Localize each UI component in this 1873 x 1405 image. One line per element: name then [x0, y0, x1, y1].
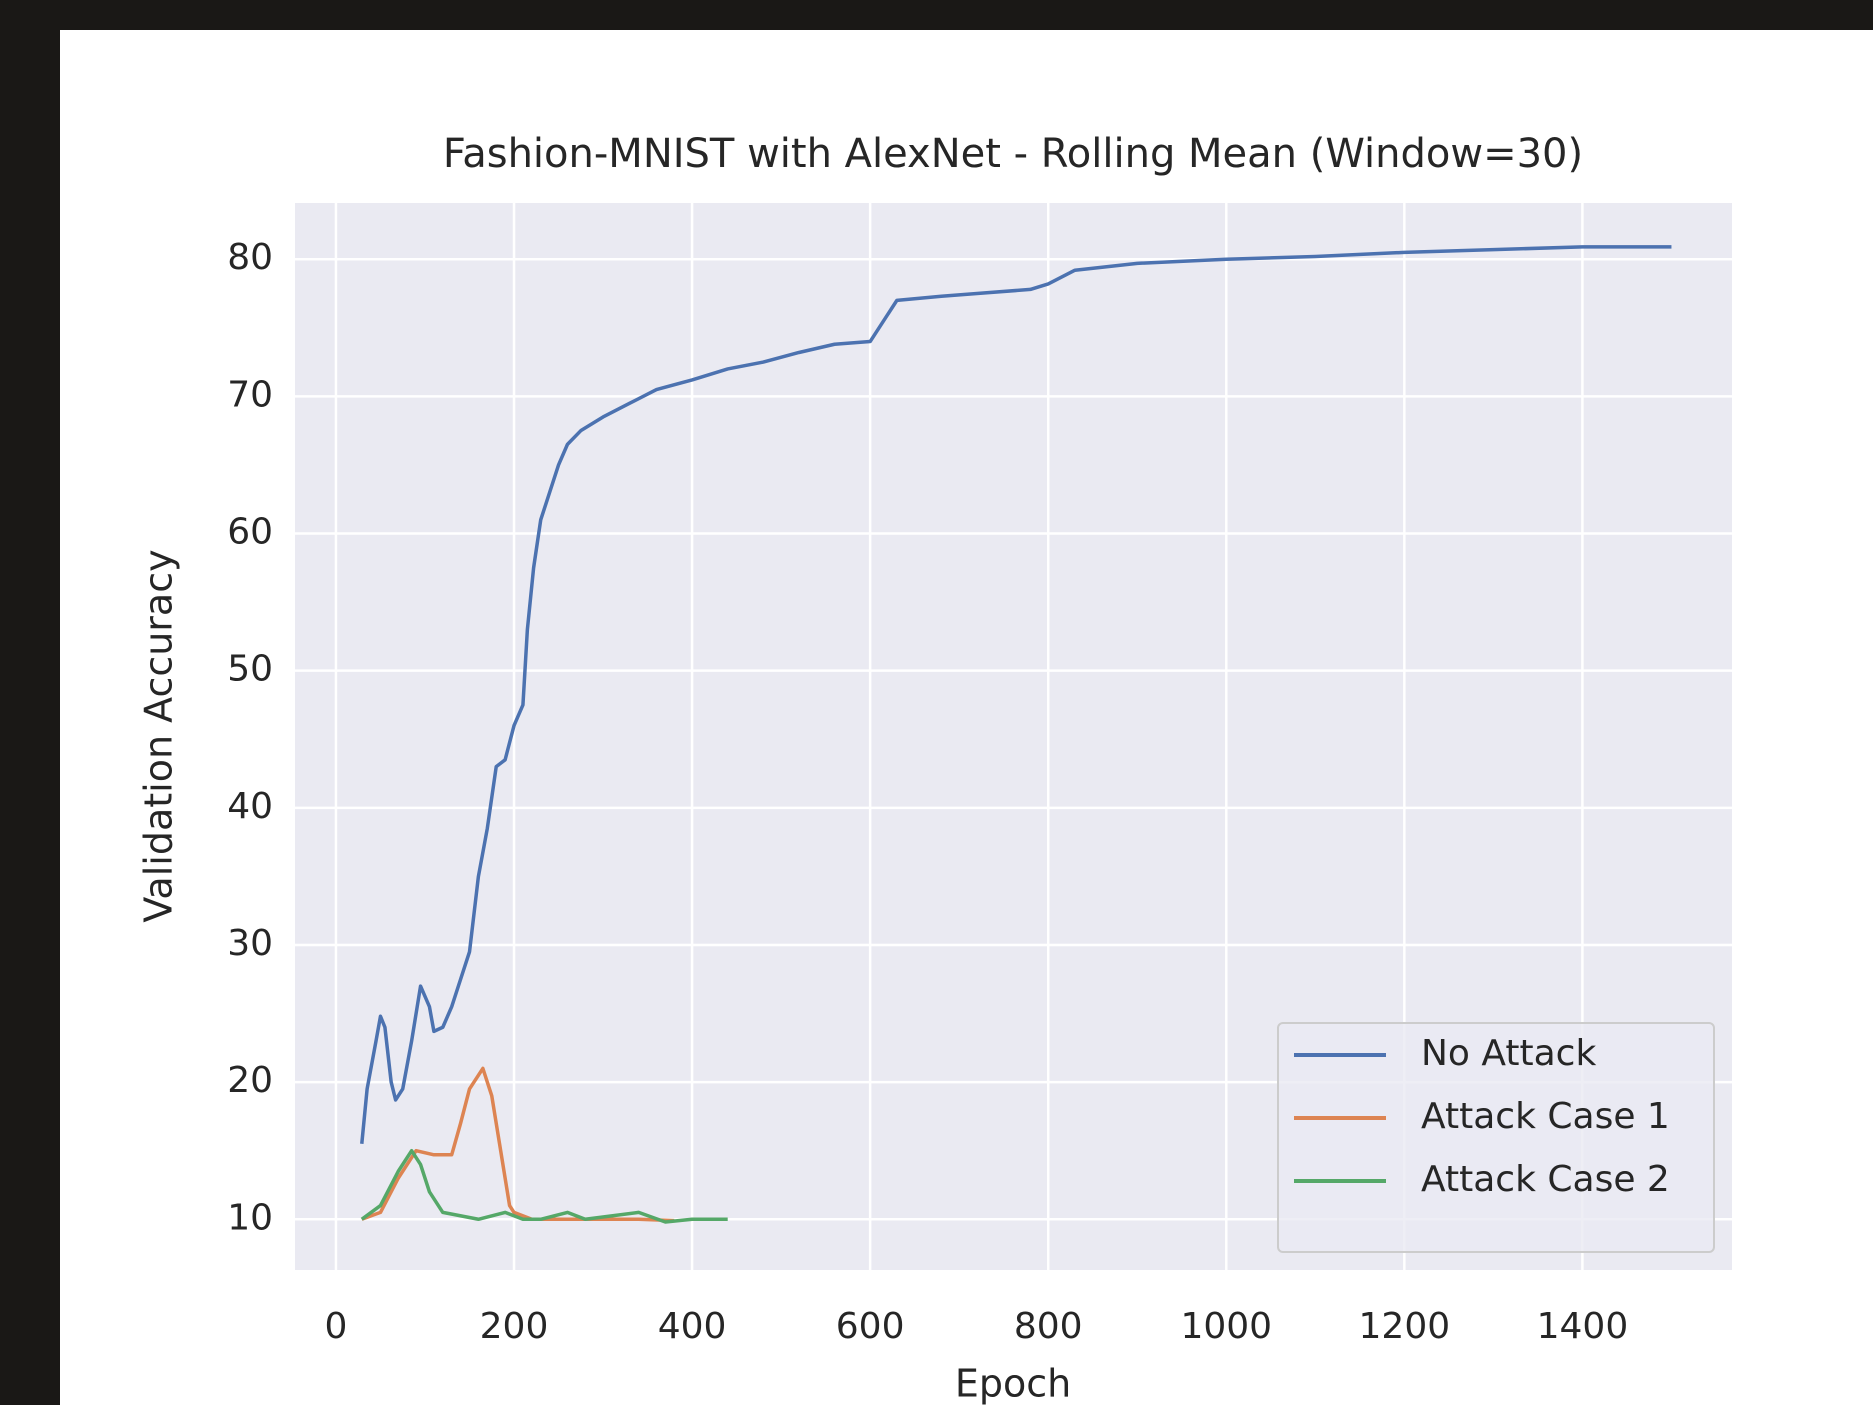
- data-line: [360, 245, 1672, 1144]
- y-tick-label: 10: [227, 1197, 273, 1238]
- x-tick-label: 800: [1014, 1306, 1083, 1347]
- x-tick-label: 600: [836, 1306, 905, 1347]
- x-tick-label: 200: [480, 1306, 549, 1347]
- y-tick-label: 80: [227, 237, 273, 278]
- y-tick-label: 20: [227, 1060, 273, 1101]
- x-tick-label: 1200: [1359, 1306, 1451, 1347]
- x-tick-label: 400: [658, 1306, 727, 1347]
- y-tick-label: 50: [227, 649, 273, 690]
- x-axis-label: Epoch: [955, 1362, 1071, 1405]
- y-tick-label: 40: [227, 786, 273, 827]
- y-tick-label: 60: [227, 512, 273, 553]
- x-tick-label: 1000: [1180, 1306, 1272, 1347]
- y-tick-label: 30: [227, 923, 273, 964]
- data-line: [360, 1148, 728, 1224]
- legend-label: Attack Case 2: [1421, 1159, 1670, 1200]
- x-tick-label: 0: [325, 1306, 348, 1347]
- x-tick-label: 1400: [1537, 1306, 1629, 1347]
- chart-title: Fashion-MNIST with AlexNet - Rolling Mea…: [443, 131, 1583, 177]
- y-tick-label: 70: [227, 374, 273, 415]
- legend-label: Attack Case 1: [1421, 1096, 1670, 1137]
- y-axis-label: Validation Accuracy: [137, 549, 181, 922]
- legend-box: [1277, 1022, 1715, 1253]
- legend-label: No Attack: [1421, 1033, 1596, 1074]
